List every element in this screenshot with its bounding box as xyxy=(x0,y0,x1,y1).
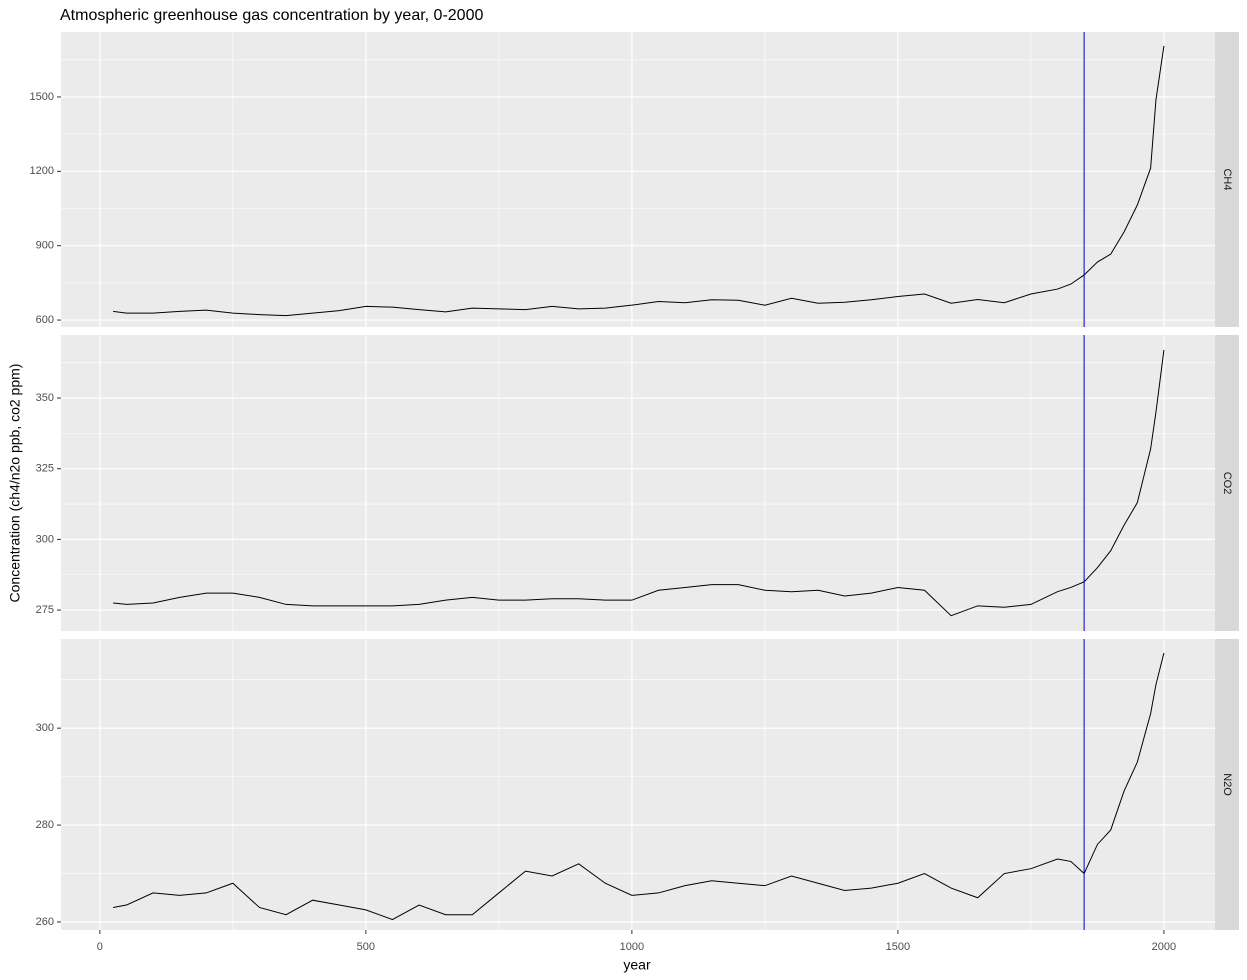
strip-label: N2O xyxy=(1221,773,1233,796)
strip-background xyxy=(1215,32,1239,327)
panel-background xyxy=(61,32,1215,327)
y-tick-label: 275 xyxy=(36,604,54,616)
y-tick-label: 300 xyxy=(36,722,54,734)
y-tick-label: 900 xyxy=(36,240,54,252)
strip-label: CH4 xyxy=(1221,168,1233,190)
data-line xyxy=(113,45,1165,317)
data-line xyxy=(113,652,1165,921)
y-tick-label: 325 xyxy=(36,463,54,475)
x-tick-label: 2000 xyxy=(1152,941,1176,953)
y-tick-label: 1200 xyxy=(30,165,54,177)
y-tick-label: 280 xyxy=(36,819,54,831)
y-tick-label: 300 xyxy=(36,533,54,545)
data-line xyxy=(113,349,1165,617)
x-tick-label: 0 xyxy=(97,941,103,953)
y-tick-label: 1500 xyxy=(30,91,54,103)
panel-background xyxy=(61,335,1215,631)
strip-label: CO2 xyxy=(1221,472,1233,495)
x-tick-label: 500 xyxy=(357,941,375,953)
x-tick-label: 1000 xyxy=(620,941,644,953)
y-tick-label: 260 xyxy=(36,916,54,928)
panel-background xyxy=(61,639,1215,930)
x-axis-label: year xyxy=(623,957,651,973)
chart-title: Atmospheric greenhouse gas concentration… xyxy=(60,7,483,24)
y-tick-label: 600 xyxy=(36,314,54,326)
strip-background xyxy=(1215,639,1239,930)
y-tick-label: 350 xyxy=(36,392,54,404)
x-tick-label: 1500 xyxy=(886,941,910,953)
strip-background xyxy=(1215,335,1239,631)
y-axis-label: Concentration (ch4/n2o ppb, co2 ppm) xyxy=(7,364,23,603)
